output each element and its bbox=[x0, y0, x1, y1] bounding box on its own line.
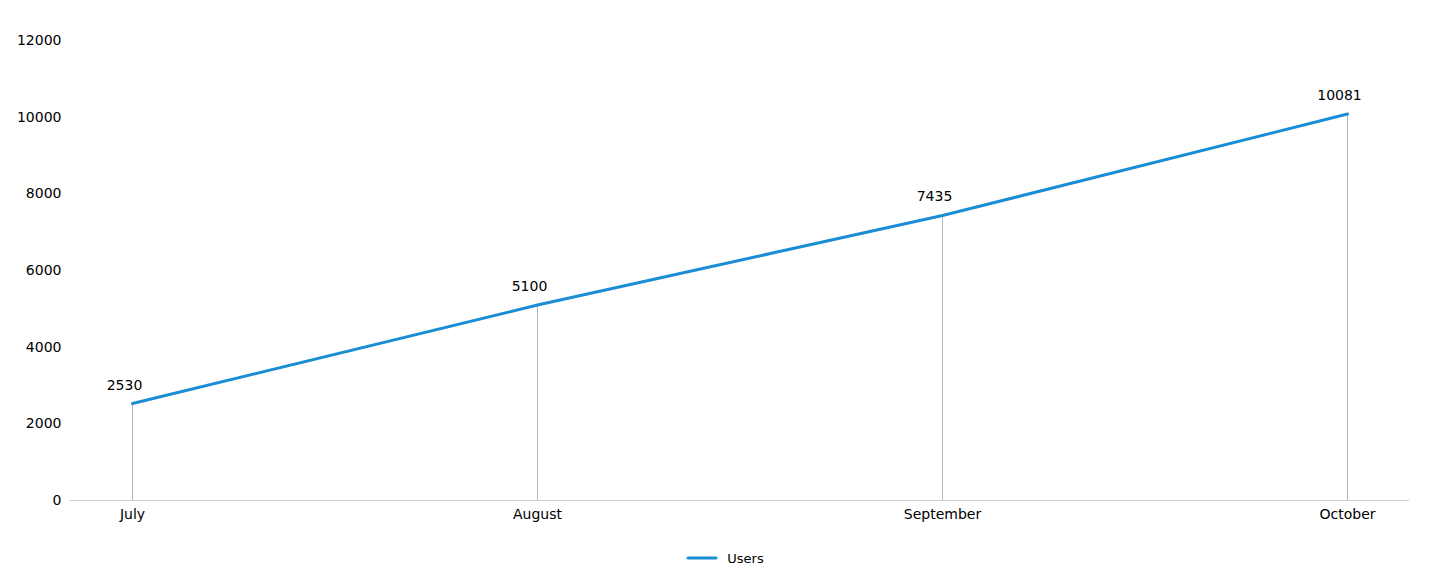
svg-text:10081: 10081 bbox=[1317, 87, 1362, 103]
svg-text:August: August bbox=[513, 506, 563, 522]
svg-text:8000: 8000 bbox=[26, 185, 62, 201]
svg-text:October: October bbox=[1319, 506, 1375, 522]
svg-text:0: 0 bbox=[53, 492, 62, 508]
html-text:Users: Users bbox=[727, 550, 764, 566]
svg-text:10000: 10000 bbox=[17, 109, 62, 125]
svg-text:5100: 5100 bbox=[512, 278, 548, 294]
svg-text:2530: 2530 bbox=[107, 377, 143, 393]
svg-text:September: September bbox=[904, 506, 982, 522]
svg-text:4000: 4000 bbox=[26, 339, 62, 355]
svg-text:July: July bbox=[119, 506, 145, 522]
svg-text:12000: 12000 bbox=[17, 32, 62, 48]
svg-text:6000: 6000 bbox=[26, 262, 62, 278]
svg-text:7435: 7435 bbox=[917, 188, 953, 204]
svg-text:2000: 2000 bbox=[26, 415, 62, 431]
